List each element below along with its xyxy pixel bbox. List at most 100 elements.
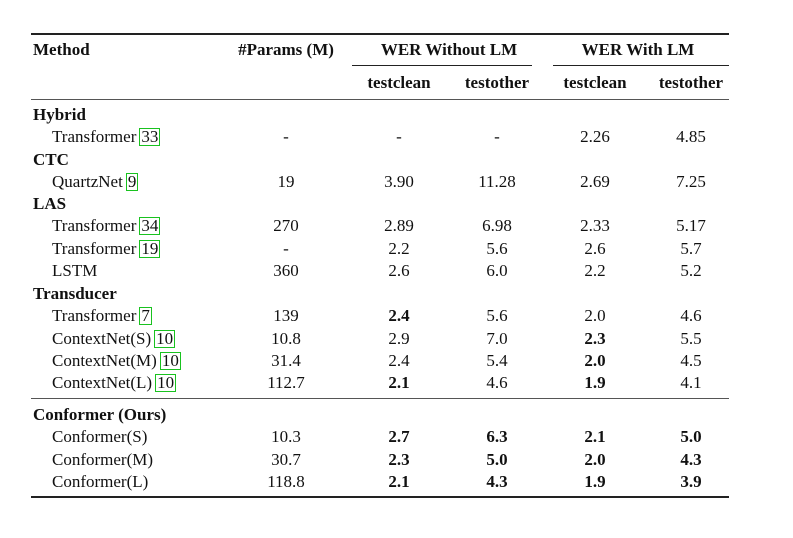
cell-w-other: 4.3 xyxy=(680,449,702,469)
cell-wo-clean: 2.7 xyxy=(388,427,410,447)
cell-w-clean: 2.33 xyxy=(580,216,610,236)
cell-wo-other: 7.0 xyxy=(486,328,508,348)
cell-w-other: 5.17 xyxy=(676,216,706,236)
model-label: LSTM xyxy=(52,260,98,280)
cell-wo-other: 5.0 xyxy=(486,449,508,469)
cell-wo-clean: 2.3 xyxy=(388,449,410,469)
cell-wo-other: 5.4 xyxy=(486,350,508,370)
cell-wo-other: - xyxy=(494,127,500,147)
cell-wo-other: 11.28 xyxy=(478,172,516,192)
subheader-testother-with: testother xyxy=(658,73,724,92)
cell-params: - xyxy=(283,127,289,147)
model-label: Transformer xyxy=(52,216,137,236)
cell-wo-clean: 2.2 xyxy=(388,238,410,258)
cell-wo-clean: 2.6 xyxy=(388,260,410,280)
cell-params: 31.4 xyxy=(271,350,301,370)
model-name: ContextNet(S) 10 xyxy=(52,328,176,350)
citation-link[interactable]: 10 xyxy=(155,373,177,393)
top-rule xyxy=(31,33,729,35)
model-name: LSTM xyxy=(52,260,97,282)
cell-w-clean: 2.2 xyxy=(584,260,606,280)
model-name: QuartzNet 9 xyxy=(52,171,139,193)
citation-link[interactable]: 10 xyxy=(154,328,176,348)
citation-link[interactable]: 19 xyxy=(139,238,161,258)
citation-link[interactable]: 10 xyxy=(159,350,181,370)
cell-w-clean: 2.0 xyxy=(584,306,606,326)
section-title: Hybrid xyxy=(33,105,86,124)
model-name: Transformer 34 xyxy=(52,215,161,237)
cell-wo-clean: 2.89 xyxy=(384,216,414,236)
model-label: Transformer xyxy=(52,127,137,147)
cell-params: 270 xyxy=(273,216,299,236)
cell-wo-clean: 2.9 xyxy=(388,328,410,348)
cmidrule-without-lm xyxy=(352,65,532,66)
cell-params: 112.7 xyxy=(267,373,305,393)
cell-params: 360 xyxy=(273,260,299,280)
citation-link[interactable]: 34 xyxy=(139,216,161,236)
cell-wo-other: 5.6 xyxy=(486,306,508,326)
header-params: #Params (M) xyxy=(238,40,334,59)
cell-wo-clean: 2.4 xyxy=(388,350,410,370)
cell-w-other: 5.0 xyxy=(680,427,702,447)
citation-link[interactable]: 9 xyxy=(125,172,139,192)
model-label: ContextNet(S) xyxy=(52,328,152,348)
cmidrule-with-lm xyxy=(553,65,729,66)
model-name: Conformer(S) xyxy=(52,426,147,448)
model-label: Transformer xyxy=(52,238,137,258)
cell-w-other: 5.2 xyxy=(680,260,702,280)
section-title: CTC xyxy=(33,150,69,169)
model-label: Conformer(S) xyxy=(52,427,148,447)
model-name: ContextNet(L) 10 xyxy=(52,372,177,394)
citation-link[interactable]: 33 xyxy=(139,127,161,147)
cell-params: 10.8 xyxy=(271,328,301,348)
model-name: ContextNet(M) 10 xyxy=(52,350,181,372)
cell-wo-other: 6.0 xyxy=(486,260,508,280)
model-name: Transformer 33 xyxy=(52,126,161,148)
cell-w-clean: 2.0 xyxy=(584,350,606,370)
header-method: Method xyxy=(33,40,90,59)
cell-wo-clean: 2.1 xyxy=(388,471,410,491)
model-label: ContextNet(M) xyxy=(52,350,157,370)
cell-w-clean: 2.69 xyxy=(580,172,610,192)
model-label: ContextNet(L) xyxy=(52,373,153,393)
header-wer-without-lm: WER Without LM xyxy=(380,40,518,59)
cell-wo-clean: 2.1 xyxy=(388,373,410,393)
cell-wo-other: 6.3 xyxy=(486,427,508,447)
cell-w-clean: 2.3 xyxy=(584,328,606,348)
cell-wo-other: 4.3 xyxy=(486,471,508,491)
cell-w-other: 4.5 xyxy=(680,350,702,370)
subheader-testclean-with: testclean xyxy=(563,73,627,92)
cell-w-other: 5.5 xyxy=(680,328,702,348)
cell-params: 118.8 xyxy=(267,471,305,491)
subheader-testclean-without: testclean xyxy=(367,73,431,92)
citation-link[interactable]: 7 xyxy=(139,306,152,326)
model-label: Conformer(M) xyxy=(52,449,154,469)
cell-w-clean: 2.26 xyxy=(580,127,610,147)
cell-w-clean: 1.9 xyxy=(584,471,606,491)
cell-params: - xyxy=(283,238,289,258)
cell-wo-other: 4.6 xyxy=(486,373,508,393)
cell-params: 19 xyxy=(277,172,295,192)
model-label: Conformer(L) xyxy=(52,471,149,491)
cell-wo-clean: 3.90 xyxy=(384,172,414,192)
cell-w-clean: 2.1 xyxy=(584,427,606,447)
cell-w-other: 4.6 xyxy=(680,306,702,326)
cell-w-other: 7.25 xyxy=(676,172,706,192)
cell-w-clean: 1.9 xyxy=(584,373,606,393)
cell-w-clean: 2.6 xyxy=(584,238,606,258)
model-label: Transformer xyxy=(52,306,137,326)
cell-wo-clean: - xyxy=(396,127,402,147)
section-title: LAS xyxy=(33,194,67,213)
header-wer-with-lm: WER With LM xyxy=(581,40,695,59)
cell-w-clean: 2.0 xyxy=(584,449,606,469)
cell-w-other: 5.7 xyxy=(680,238,702,258)
cell-params: 30.7 xyxy=(271,449,301,469)
cell-params: 139 xyxy=(273,306,299,326)
subheader-testother-without: testother xyxy=(464,73,530,92)
model-name: Transformer 7 xyxy=(52,305,152,327)
cell-wo-other: 6.98 xyxy=(482,216,512,236)
bottom-rule xyxy=(31,496,729,498)
section-title: Transducer xyxy=(33,284,117,303)
model-name: Transformer 19 xyxy=(52,238,161,260)
model-label: QuartzNet xyxy=(52,172,123,192)
